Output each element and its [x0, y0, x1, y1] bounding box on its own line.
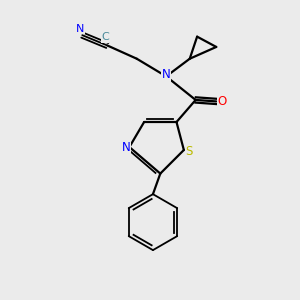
Text: O: O [218, 95, 227, 108]
Text: S: S [185, 145, 193, 158]
Text: N: N [76, 24, 84, 34]
Text: N: N [162, 68, 171, 81]
Text: C: C [101, 32, 109, 42]
Text: N: N [122, 141, 130, 154]
